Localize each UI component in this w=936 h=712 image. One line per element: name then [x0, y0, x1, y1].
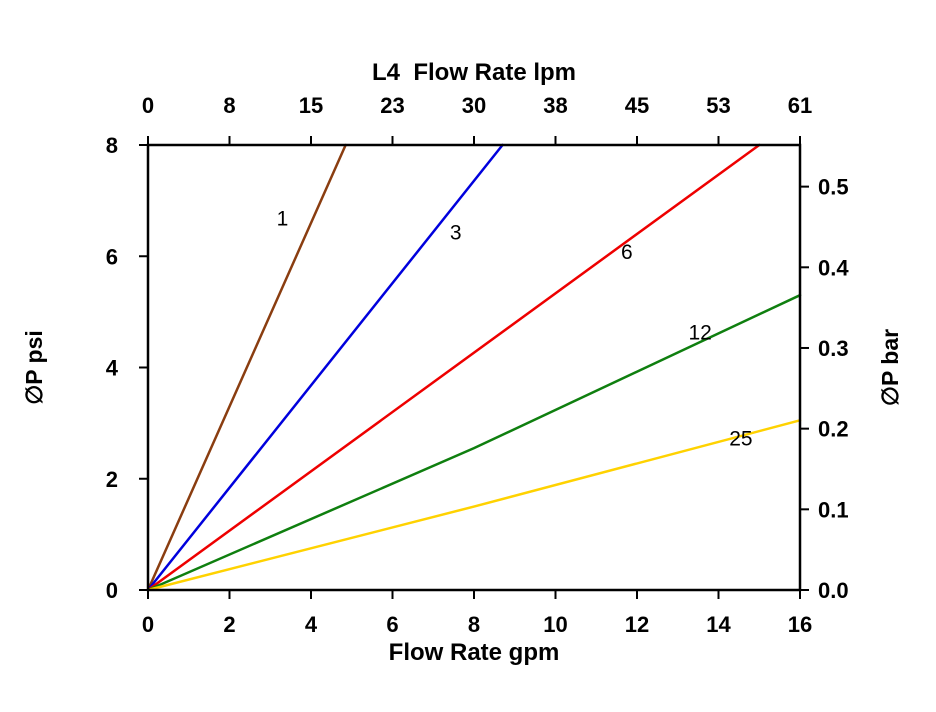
x-tick-label: 16	[788, 612, 812, 637]
x-tick-label: 8	[468, 612, 480, 637]
series-label-1: 1	[277, 208, 289, 231]
top-tick-label: 15	[299, 93, 323, 118]
top-tick-label: 8	[223, 93, 235, 118]
top-tick-label: 61	[788, 93, 812, 118]
top-tick-label: 30	[462, 93, 486, 118]
x-tick-label: 0	[142, 612, 154, 637]
right-tick-label: 0.0	[818, 578, 849, 603]
series-label-12: 12	[688, 322, 711, 345]
series-label-25: 25	[729, 427, 752, 450]
x-tick-label: 14	[706, 612, 731, 637]
top-axis-title: L4 Flow Rate lpm	[372, 59, 576, 86]
x-tick-label: 2	[223, 612, 235, 637]
x-tick-label: 4	[305, 612, 318, 637]
x-tick-label: 10	[543, 612, 567, 637]
right-tick-label: 0.3	[818, 336, 849, 361]
series-line-25	[146, 419, 802, 592]
series-label-3: 3	[450, 222, 462, 245]
left-tick-label: 6	[106, 244, 118, 269]
y-axis-title-left: ∅P psi	[21, 330, 47, 405]
series-line-3	[146, 143, 504, 592]
series-line-1	[146, 143, 347, 592]
right-tick-label: 0.5	[818, 175, 849, 200]
top-tick-label: 23	[380, 93, 404, 118]
top-tick-label: 53	[706, 93, 730, 118]
x-axis-title: Flow Rate gpm	[389, 639, 560, 666]
x-tick-label: 12	[625, 612, 649, 637]
top-tick-label: 38	[543, 93, 567, 118]
left-tick-label: 4	[106, 356, 119, 381]
left-tick-label: 0	[106, 578, 118, 603]
right-tick-label: 0.4	[818, 255, 849, 280]
series-line-6	[146, 143, 761, 592]
top-tick-label: 0	[142, 93, 154, 118]
left-tick-label: 8	[106, 133, 118, 158]
series-line-12	[146, 293, 802, 592]
right-tick-label: 0.2	[818, 417, 849, 442]
right-tick-label: 0.1	[818, 497, 849, 522]
top-tick-label: 45	[625, 93, 649, 118]
series-label-6: 6	[621, 241, 633, 264]
y-axis-title-right: ∅P bar	[877, 329, 903, 406]
left-tick-label: 2	[106, 467, 118, 492]
x-tick-label: 6	[386, 612, 398, 637]
